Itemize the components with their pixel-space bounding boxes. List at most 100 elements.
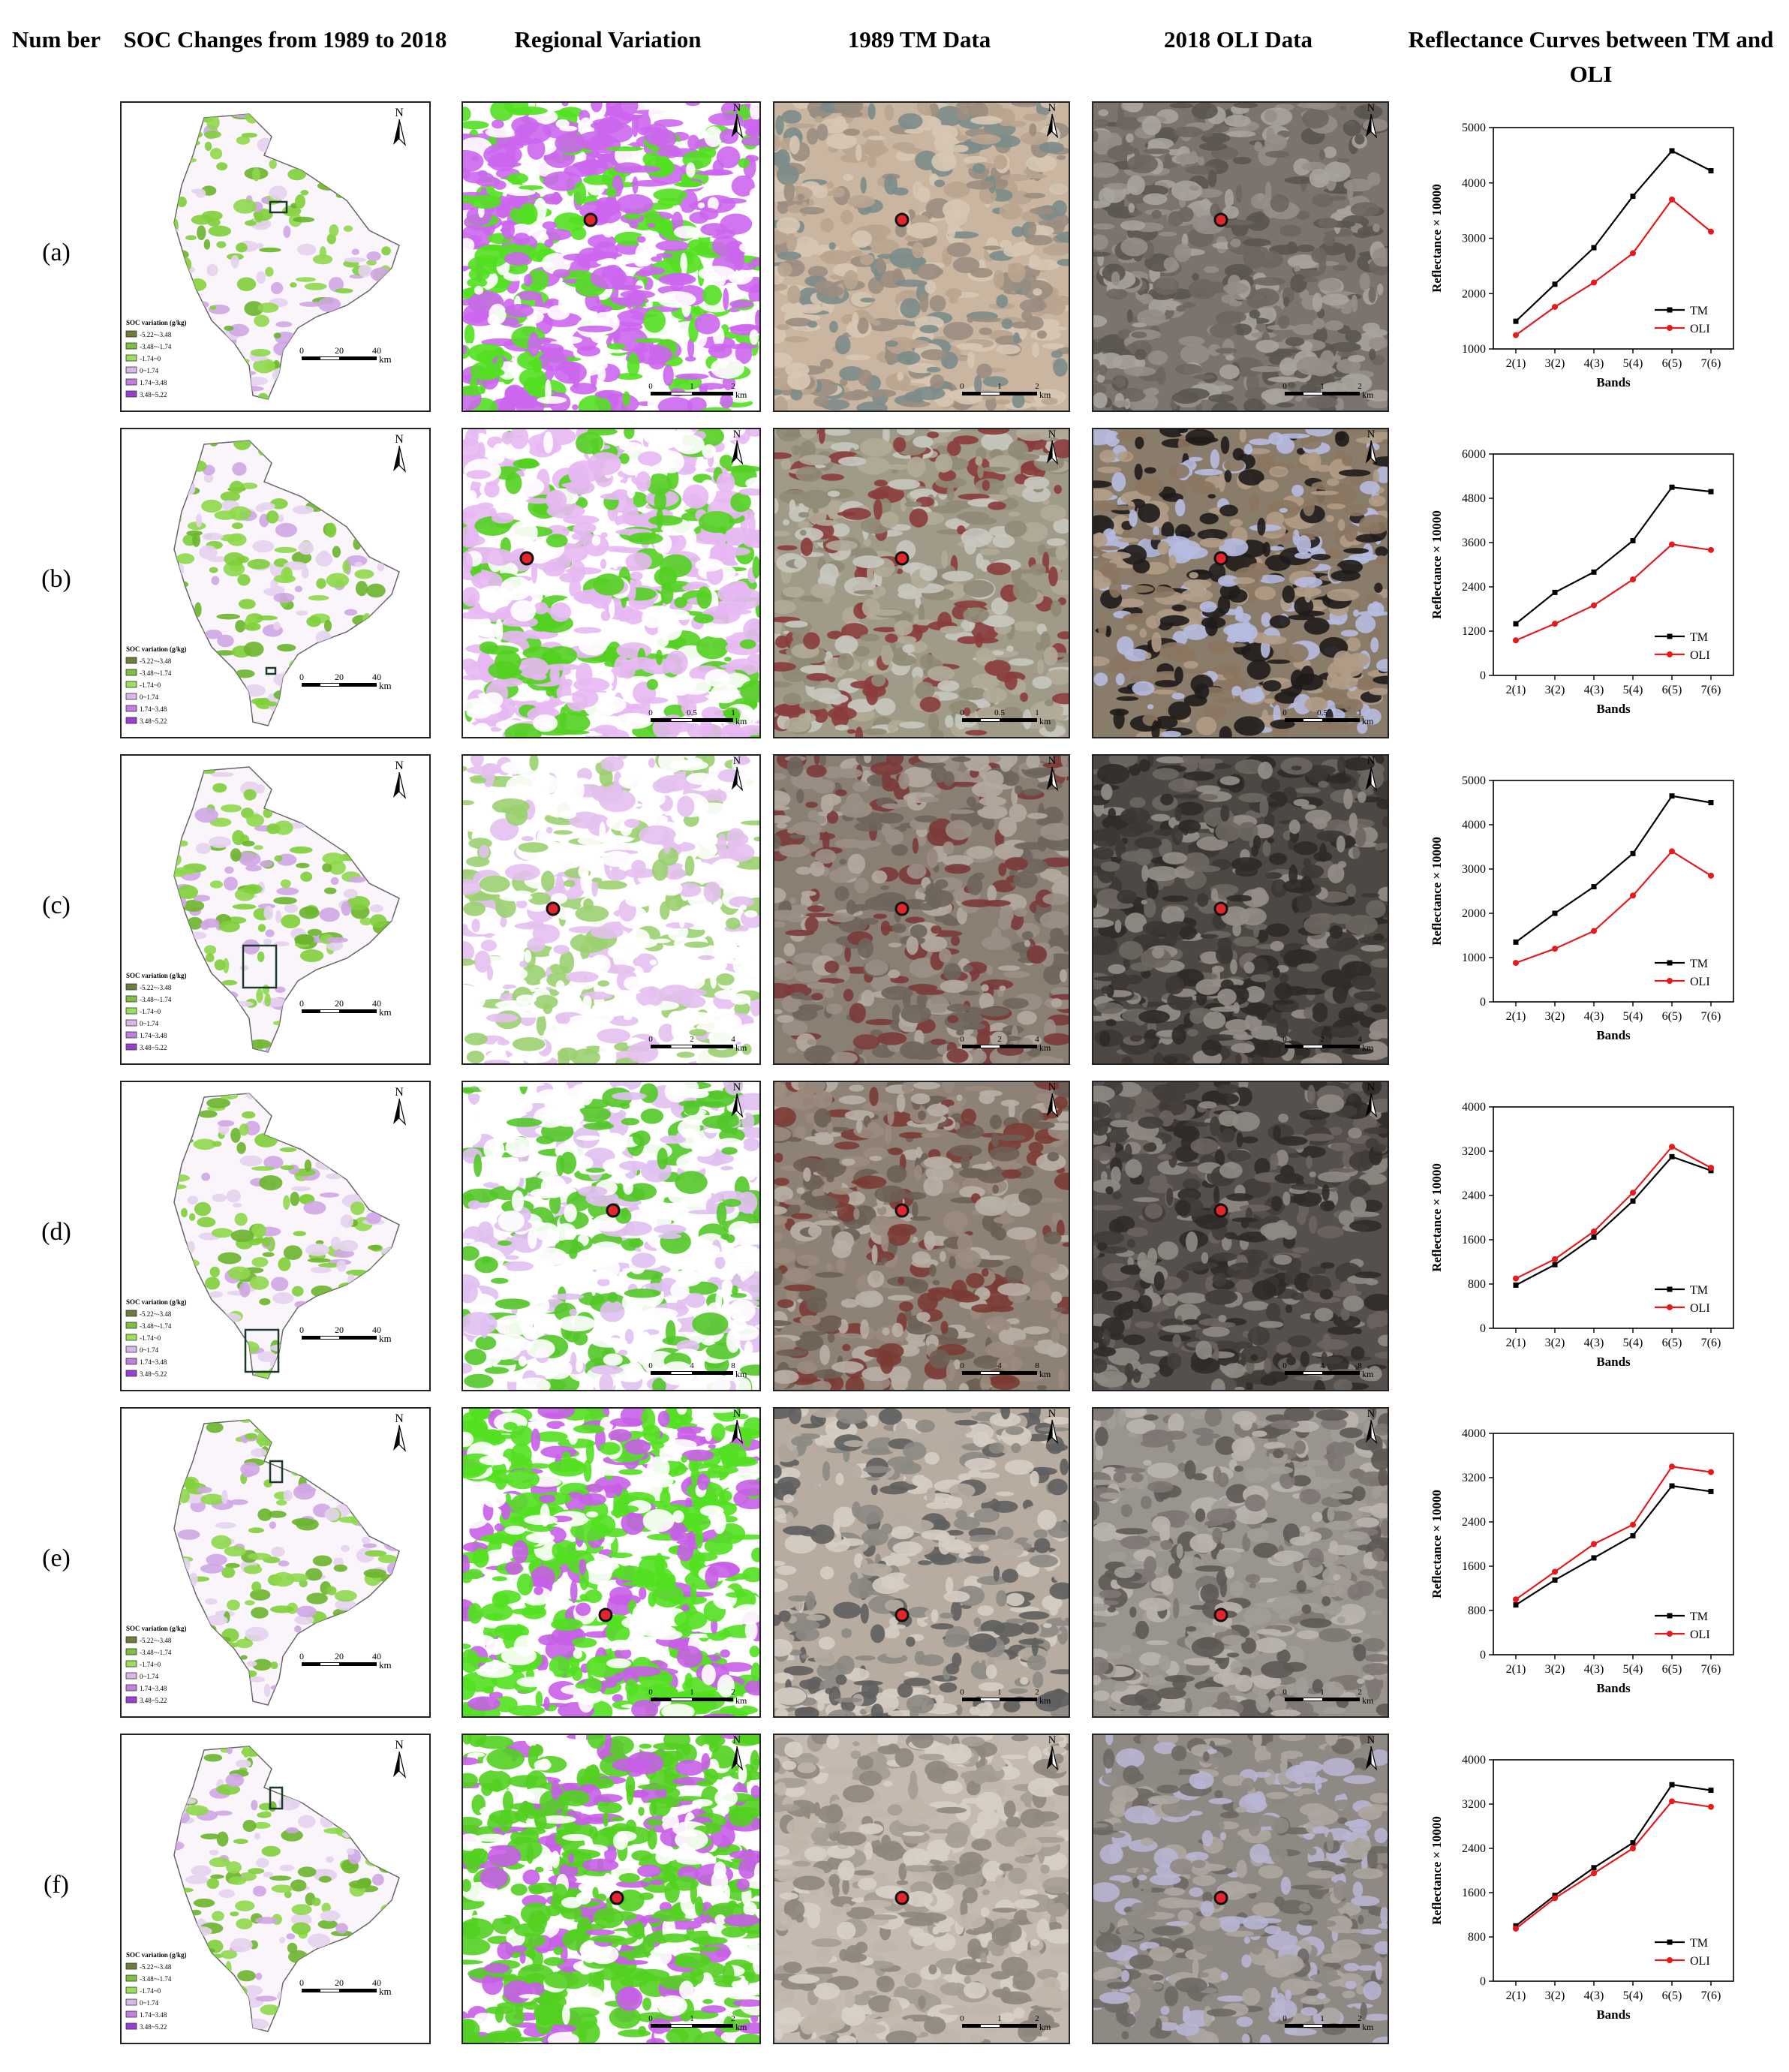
y-tick-label: 3200 xyxy=(1462,1798,1486,1811)
soc-map-panel: N 0 20 40 km SOC variation (g/kg) -5.22~-3.48 -… xyxy=(120,1734,431,2044)
soc-legend-swatch xyxy=(125,1007,137,1015)
legend-entry: TM xyxy=(1690,305,1708,317)
soc-legend-swatch xyxy=(125,1334,137,1341)
scale-tick: 40 xyxy=(372,1977,381,1988)
scale-unit: km xyxy=(379,1659,392,1671)
x-tick-label: 7(6) xyxy=(1701,684,1721,696)
data-point-oli xyxy=(1513,960,1519,967)
data-point-tm xyxy=(1513,1282,1519,1288)
soc-legend-item: -5.22~-3.48 xyxy=(140,1637,172,1644)
sample-point-marker xyxy=(1213,901,1228,916)
scale-tick: 1 xyxy=(1320,382,1324,391)
north-arrow-icon: N xyxy=(731,1082,744,1118)
data-point-tm xyxy=(1552,1262,1558,1268)
data-point-oli xyxy=(1591,928,1597,934)
soc-legend-swatch xyxy=(125,1974,137,1982)
north-arrow-icon: N xyxy=(393,759,407,799)
data-point-oli xyxy=(1552,1256,1558,1262)
regional-variation-svg: N 0 4 8km xyxy=(463,1082,759,1390)
soc-legend-item: 3.48~5.22 xyxy=(140,391,167,398)
y-tick-label: 1000 xyxy=(1462,343,1486,356)
data-point-tm xyxy=(1708,168,1714,174)
data-point-tm xyxy=(1669,1483,1675,1489)
scale-tick: 0 xyxy=(1282,708,1287,717)
y-tick-label: 0 xyxy=(1480,669,1486,682)
x-tick-label: 5(4) xyxy=(1623,1010,1643,1023)
x-axis-label: Bands xyxy=(1596,1681,1631,1695)
series-line-oli xyxy=(1515,1145,1712,1280)
regional-variation-panel: N 0 0.5 1 km xyxy=(462,428,761,738)
regional-variation-svg: N 0 0.5 1km xyxy=(463,429,759,737)
data-point-oli xyxy=(1591,1870,1597,1877)
header-curves-text: Reflectance Curves between TM and OLI xyxy=(1408,26,1774,87)
data-point-tm xyxy=(1708,1488,1714,1494)
y-tick-label: 1600 xyxy=(1462,1887,1486,1899)
scale-tick: 2 xyxy=(997,1035,1002,1044)
x-tick-label: 7(6) xyxy=(1701,1989,1721,2002)
regional-variation-panel: N 0 1 2 km xyxy=(462,1407,761,1718)
data-point-tm xyxy=(1591,1865,1597,1871)
soc-legend: SOC variation (g/kg) -5.22~-3.48 -3.48~-1.… xyxy=(125,645,187,725)
sample-point-marker xyxy=(609,1890,624,1905)
legend-entry: TM xyxy=(1690,1284,1708,1297)
scale-tick: 2 xyxy=(1358,2014,1362,2023)
data-point-oli xyxy=(1669,541,1675,548)
scale-unit: km xyxy=(1039,1695,1051,1706)
y-tick-label: 4000 xyxy=(1462,1427,1486,1440)
north-label: N xyxy=(1048,1735,1057,1746)
x-tick-label: 3(2) xyxy=(1545,1989,1565,2002)
data-point-tm xyxy=(1513,318,1519,324)
data-point-oli xyxy=(1630,250,1636,257)
data-point-tm xyxy=(1552,589,1558,595)
x-tick-label: 6(5) xyxy=(1662,1663,1682,1676)
scale-tick: 40 xyxy=(372,1651,381,1662)
x-tick-label: 3(2) xyxy=(1545,357,1565,370)
soc-legend-swatch xyxy=(125,378,137,386)
scale-tick: 0 xyxy=(299,1651,304,1662)
soc-legend-swatch xyxy=(125,354,137,362)
data-point-oli xyxy=(1708,1165,1714,1171)
soc-legend-item: -5.22~-3.48 xyxy=(140,984,172,991)
data-point-oli xyxy=(1630,1189,1636,1196)
scale-tick: 1 xyxy=(997,382,1002,391)
oli-image-svg: N 0 1 2km xyxy=(1093,1409,1388,1716)
y-tick-label: 2000 xyxy=(1462,907,1486,920)
north-label: N xyxy=(733,429,741,441)
north-label: N xyxy=(733,756,741,767)
reflectance-chart: 0 1000 2000 3000 4000 5000 2(1) 3(2) 4(3) 5(4) 6(5… xyxy=(1411,758,1771,1058)
scale-tick: 0.5 xyxy=(687,708,697,717)
soc-legend-item: 0~1.74 xyxy=(140,693,159,701)
soc-legend-swatch xyxy=(125,1986,137,1994)
scale-bar: 0 0.5 1km xyxy=(960,708,1051,726)
north-arrow-icon: N xyxy=(731,103,744,139)
data-point-oli xyxy=(1630,892,1636,899)
y-tick-label: 5000 xyxy=(1462,774,1486,787)
y-tick-label: 2400 xyxy=(1462,1842,1486,1855)
soc-legend-swatch xyxy=(125,681,137,688)
x-tick-label: 4(3) xyxy=(1584,684,1604,696)
x-tick-label: 6(5) xyxy=(1662,684,1682,696)
y-axis-label: Reflectance × 10000 xyxy=(1430,1816,1444,1925)
soc-legend-item: 1.74~3.48 xyxy=(140,379,167,386)
legend-entry: OLI xyxy=(1690,649,1710,662)
x-tick-label: 4(3) xyxy=(1584,1989,1604,2002)
soc-legend-item: -5.22~-3.48 xyxy=(140,1963,172,1971)
scale-tick: 4 xyxy=(731,1035,735,1044)
scale-bar: 0 2 4km xyxy=(1282,1035,1374,1053)
row-label-text: (b) xyxy=(41,565,71,593)
scale-tick: 4 xyxy=(690,1361,694,1370)
scale-tick: 2 xyxy=(731,2014,735,2023)
scale-unit: km xyxy=(735,716,747,726)
north-label: N xyxy=(395,1739,404,1752)
data-point-oli xyxy=(1513,1596,1519,1603)
soc-legend-swatch xyxy=(125,717,137,724)
reflectance-chart-svg: 0 800 1600 2400 3200 4000 2(1) 3(2) 4(3) 5(4) 6(5)… xyxy=(1430,1754,1734,2022)
north-label: N xyxy=(1367,1082,1376,1093)
soc-legend-title: SOC variation (g/kg) xyxy=(126,645,187,653)
sample-point-marker xyxy=(1213,212,1228,227)
soc-legend-item: -1.74~0 xyxy=(140,681,161,689)
data-point-oli xyxy=(1552,303,1558,310)
scale-tick: 4 xyxy=(1035,1035,1039,1044)
soc-legend-swatch xyxy=(125,330,137,338)
regional-variation-svg: N 0 2 4km xyxy=(463,756,759,1063)
